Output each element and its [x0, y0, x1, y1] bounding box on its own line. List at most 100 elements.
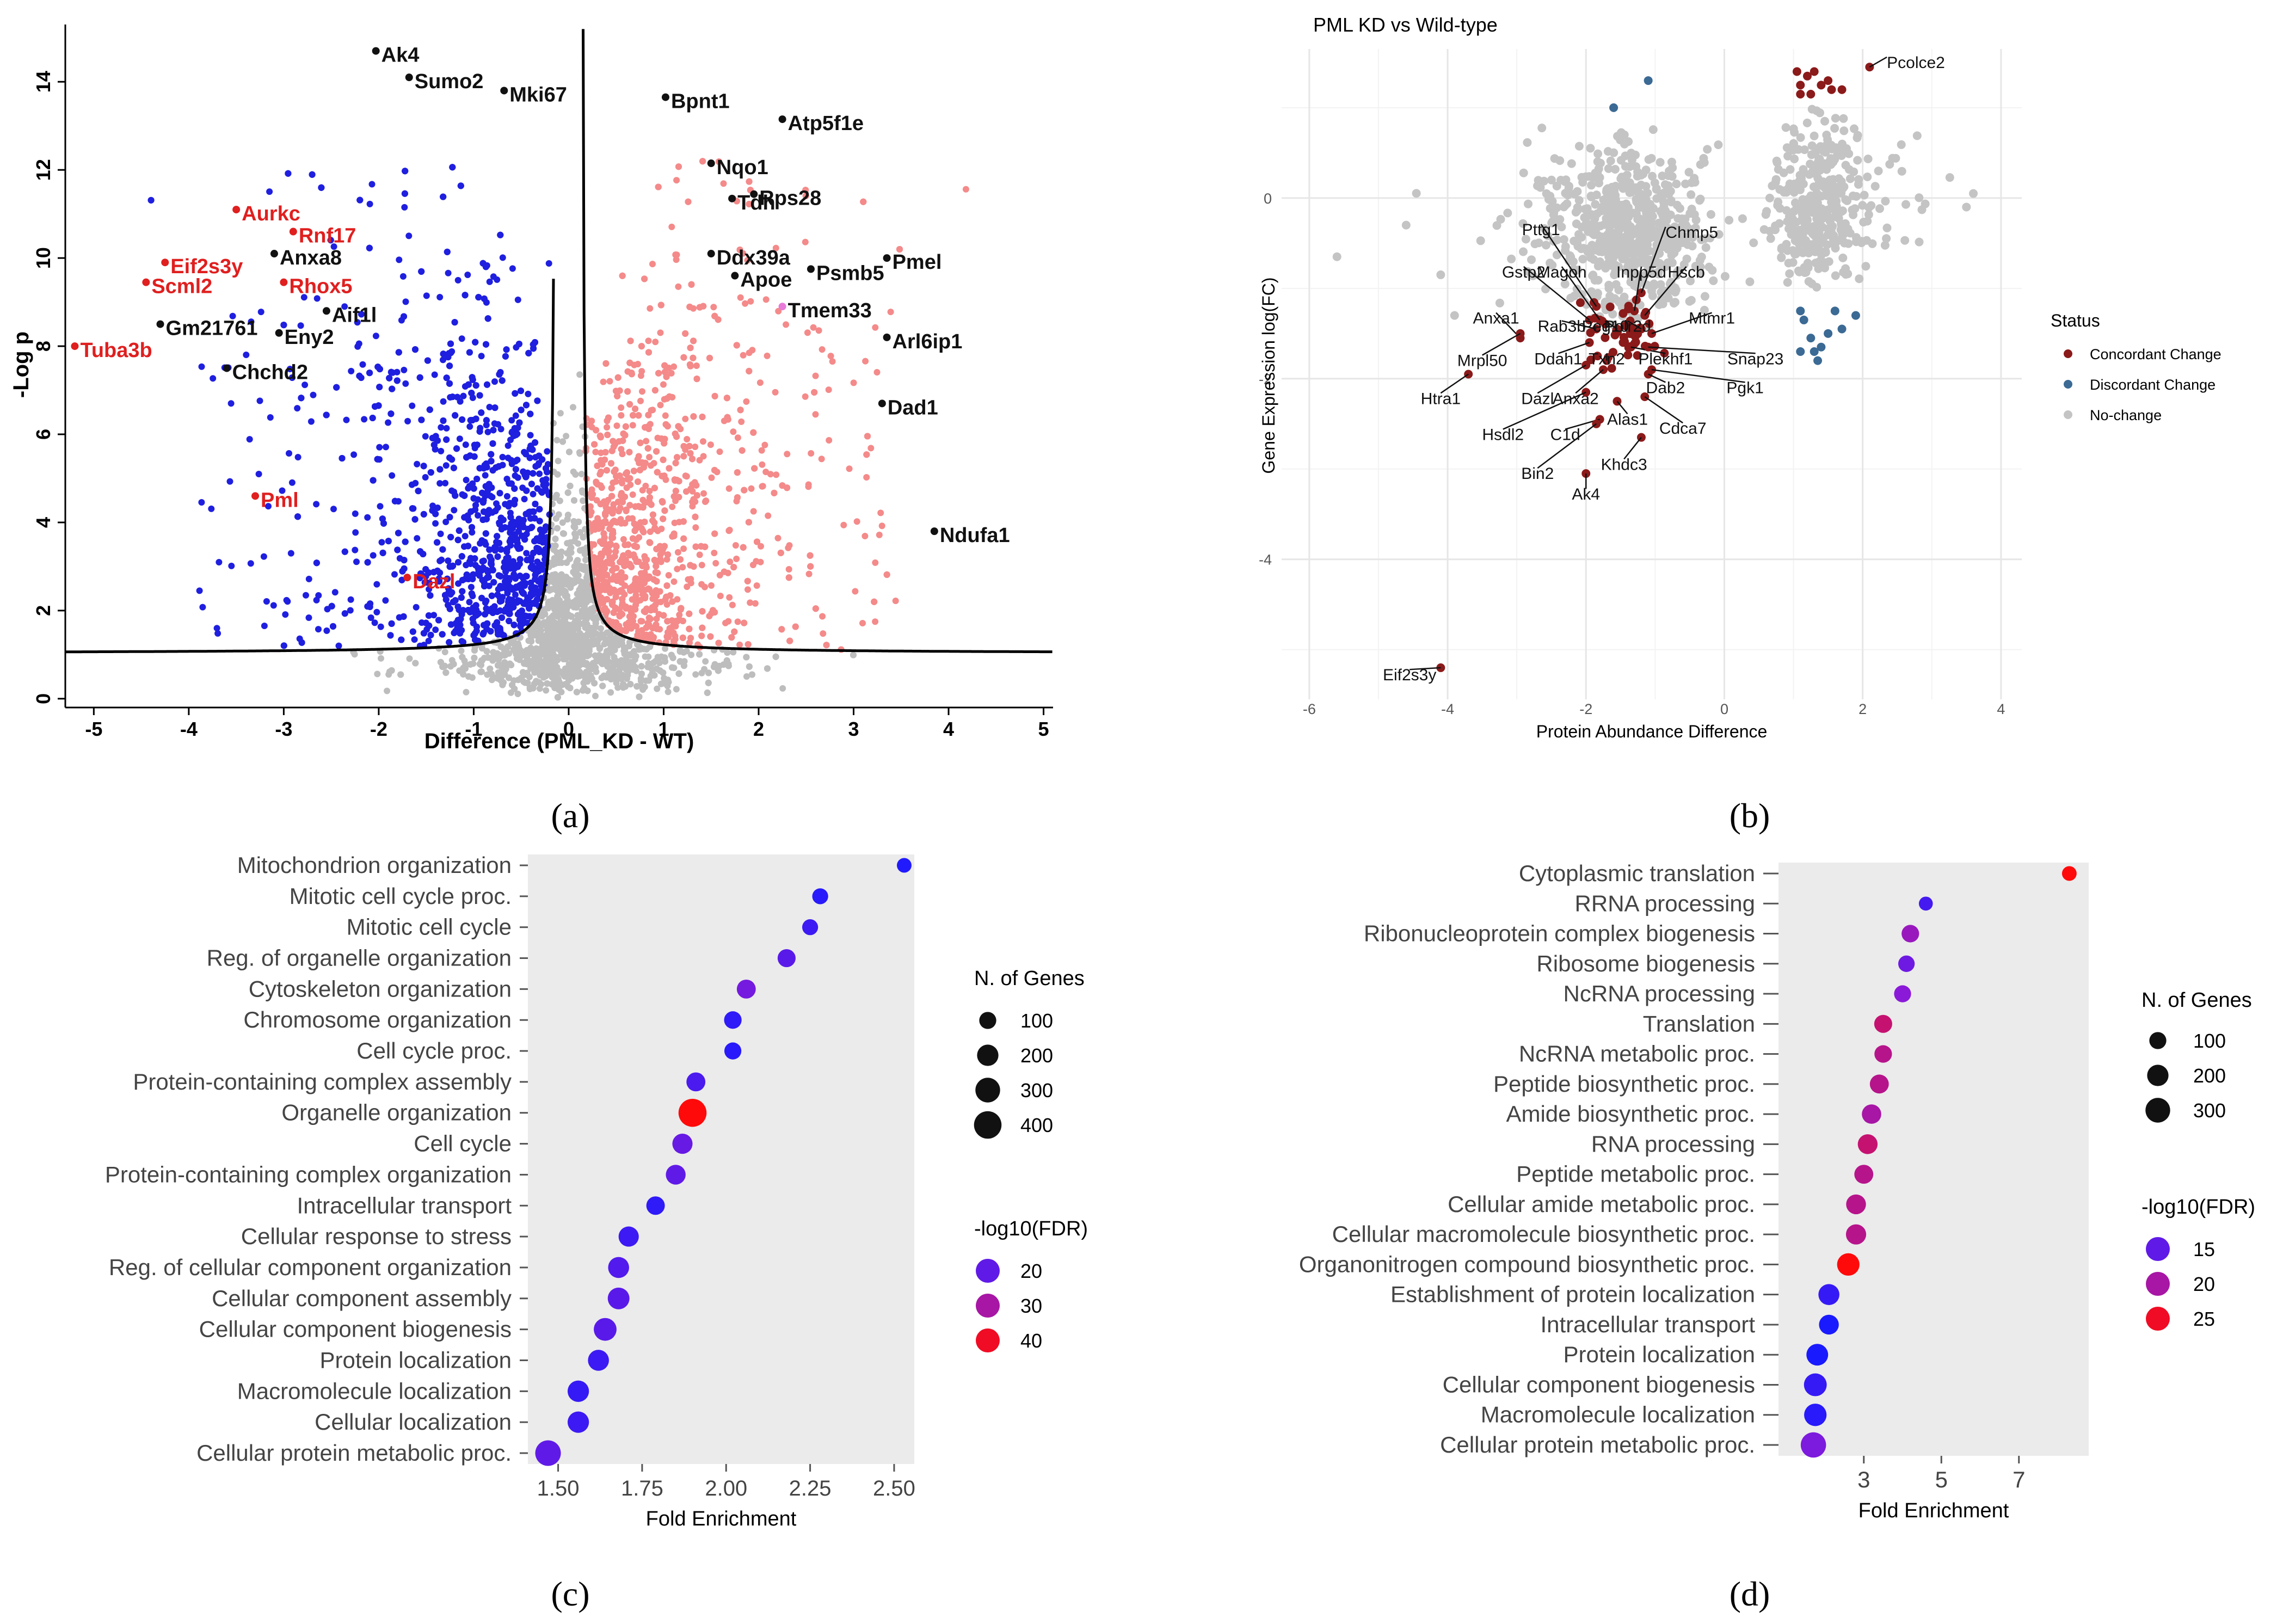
data-point [477, 540, 484, 547]
data-point [685, 576, 692, 583]
data-point [773, 471, 780, 478]
data-point [491, 420, 498, 427]
data-point [618, 404, 625, 411]
data-point [674, 549, 681, 556]
data-point [606, 378, 613, 385]
data-point [608, 561, 616, 567]
data-point [612, 466, 619, 473]
data-point [887, 309, 894, 316]
data-point [657, 329, 664, 336]
data-point [725, 485, 733, 492]
data-point [442, 462, 450, 469]
data-point [664, 688, 672, 696]
data-point [378, 655, 384, 662]
data-point [668, 223, 675, 230]
data-point [683, 473, 690, 480]
data-point [732, 542, 739, 549]
data-point [482, 541, 489, 548]
data-point [646, 454, 653, 460]
data-point [378, 539, 385, 546]
data-point [673, 177, 680, 184]
data-point [436, 557, 444, 564]
data-point [504, 442, 512, 449]
data-point [717, 593, 724, 599]
data-point [701, 583, 708, 590]
data-point [673, 686, 680, 693]
data-point [727, 558, 734, 565]
data-point [692, 444, 699, 450]
data-point [804, 329, 811, 336]
data-point [491, 378, 498, 385]
data-point [759, 461, 766, 468]
data-point [618, 412, 625, 419]
data-point [467, 583, 475, 590]
data-point [634, 456, 641, 463]
data-point [514, 296, 521, 303]
data-point [404, 417, 411, 425]
data-point [482, 472, 489, 479]
data-point [391, 571, 398, 578]
data-point [743, 398, 750, 405]
data-point [642, 653, 649, 660]
data-point [330, 243, 337, 250]
data-point [600, 378, 607, 385]
data-point [779, 685, 786, 692]
data-point [674, 565, 681, 573]
data-point [436, 294, 444, 300]
data-point [266, 188, 273, 195]
data-point [499, 453, 506, 460]
data-point [436, 480, 444, 487]
data-point [396, 256, 403, 263]
data-point [432, 626, 439, 633]
data-point [434, 505, 441, 511]
data-point [638, 368, 645, 375]
data-point [478, 353, 485, 360]
data-point [466, 423, 473, 430]
data-point [707, 441, 714, 448]
data-point [557, 410, 564, 417]
data-point [499, 254, 506, 261]
data-point [620, 536, 627, 543]
data-point [401, 204, 408, 211]
data-point [432, 520, 439, 527]
data-point [347, 596, 354, 603]
data-point [512, 472, 519, 479]
data-point [808, 450, 815, 457]
data-point [639, 388, 645, 395]
data-point [696, 457, 703, 464]
data-point [635, 361, 641, 367]
data-point [361, 416, 368, 423]
data-point [514, 691, 521, 697]
data-point [460, 392, 467, 399]
data-point [665, 572, 672, 579]
data-point [523, 550, 530, 557]
data-point [629, 422, 636, 429]
data-point [522, 600, 529, 607]
data-point [413, 604, 420, 611]
data-point [744, 586, 751, 593]
data-point [483, 422, 490, 428]
data-point [512, 412, 519, 419]
data-point [475, 512, 482, 519]
data-point [366, 200, 373, 207]
data-point [730, 649, 737, 656]
data-point [508, 417, 515, 424]
data-point [482, 599, 489, 606]
data-point [464, 272, 471, 278]
data-point [442, 479, 449, 487]
data-point [722, 619, 729, 626]
data-point [564, 540, 571, 547]
data-point [650, 460, 657, 467]
data-point [654, 685, 661, 692]
data-point [892, 598, 899, 604]
data-point [619, 479, 625, 487]
data-point [645, 337, 652, 345]
data-point [639, 496, 647, 503]
data-point [515, 676, 522, 684]
data-point [454, 276, 461, 284]
data-point [509, 265, 516, 272]
data-point [708, 474, 715, 481]
data-point [497, 426, 504, 433]
